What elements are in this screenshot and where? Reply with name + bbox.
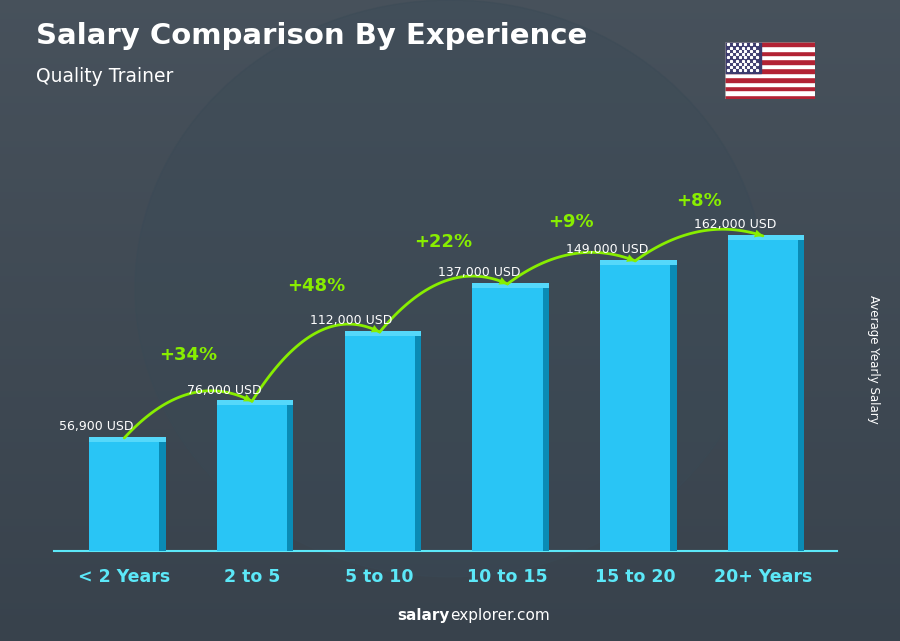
Text: Average Yearly Salary: Average Yearly Salary	[868, 295, 880, 423]
Bar	[724, 42, 814, 46]
Text: 76,000 USD: 76,000 USD	[186, 384, 261, 397]
Bar	[724, 86, 814, 90]
Bar	[724, 51, 814, 55]
Bar	[217, 400, 293, 405]
Text: +8%: +8%	[676, 192, 722, 210]
Bar	[724, 72, 814, 77]
Bar	[728, 235, 805, 240]
Text: explorer.com: explorer.com	[450, 608, 550, 623]
Bar	[724, 77, 814, 81]
Bar	[724, 69, 814, 72]
Bar	[345, 336, 415, 551]
Bar	[724, 90, 814, 95]
Bar	[724, 42, 760, 72]
Bar	[724, 60, 814, 64]
Text: Salary Comparison By Experience: Salary Comparison By Experience	[36, 22, 587, 51]
Text: +22%: +22%	[415, 233, 473, 251]
Bar	[724, 64, 814, 69]
Bar	[724, 55, 814, 60]
Bar	[724, 81, 814, 86]
Bar	[217, 405, 287, 551]
Bar	[415, 336, 421, 551]
Bar	[728, 240, 798, 551]
Text: salary: salary	[398, 608, 450, 623]
Text: +48%: +48%	[287, 277, 345, 295]
Text: 56,900 USD: 56,900 USD	[58, 420, 133, 433]
Bar	[600, 260, 677, 265]
Text: 162,000 USD: 162,000 USD	[694, 219, 776, 231]
Bar	[798, 240, 805, 551]
Ellipse shape	[135, 0, 765, 577]
Bar	[600, 265, 670, 551]
Bar	[670, 265, 677, 551]
Text: +9%: +9%	[548, 213, 594, 231]
Text: Quality Trainer: Quality Trainer	[36, 67, 174, 87]
Bar	[89, 437, 166, 442]
Bar	[724, 46, 814, 51]
Bar	[543, 288, 549, 551]
Text: +34%: +34%	[159, 346, 217, 364]
Text: 149,000 USD: 149,000 USD	[566, 244, 648, 256]
Bar	[89, 442, 159, 551]
Bar	[159, 442, 166, 551]
Text: 137,000 USD: 137,000 USD	[438, 267, 520, 279]
Bar	[345, 331, 421, 336]
Bar	[472, 288, 543, 551]
Text: 112,000 USD: 112,000 USD	[310, 315, 392, 328]
Bar	[287, 405, 293, 551]
Bar	[724, 95, 814, 99]
Bar	[472, 283, 549, 288]
